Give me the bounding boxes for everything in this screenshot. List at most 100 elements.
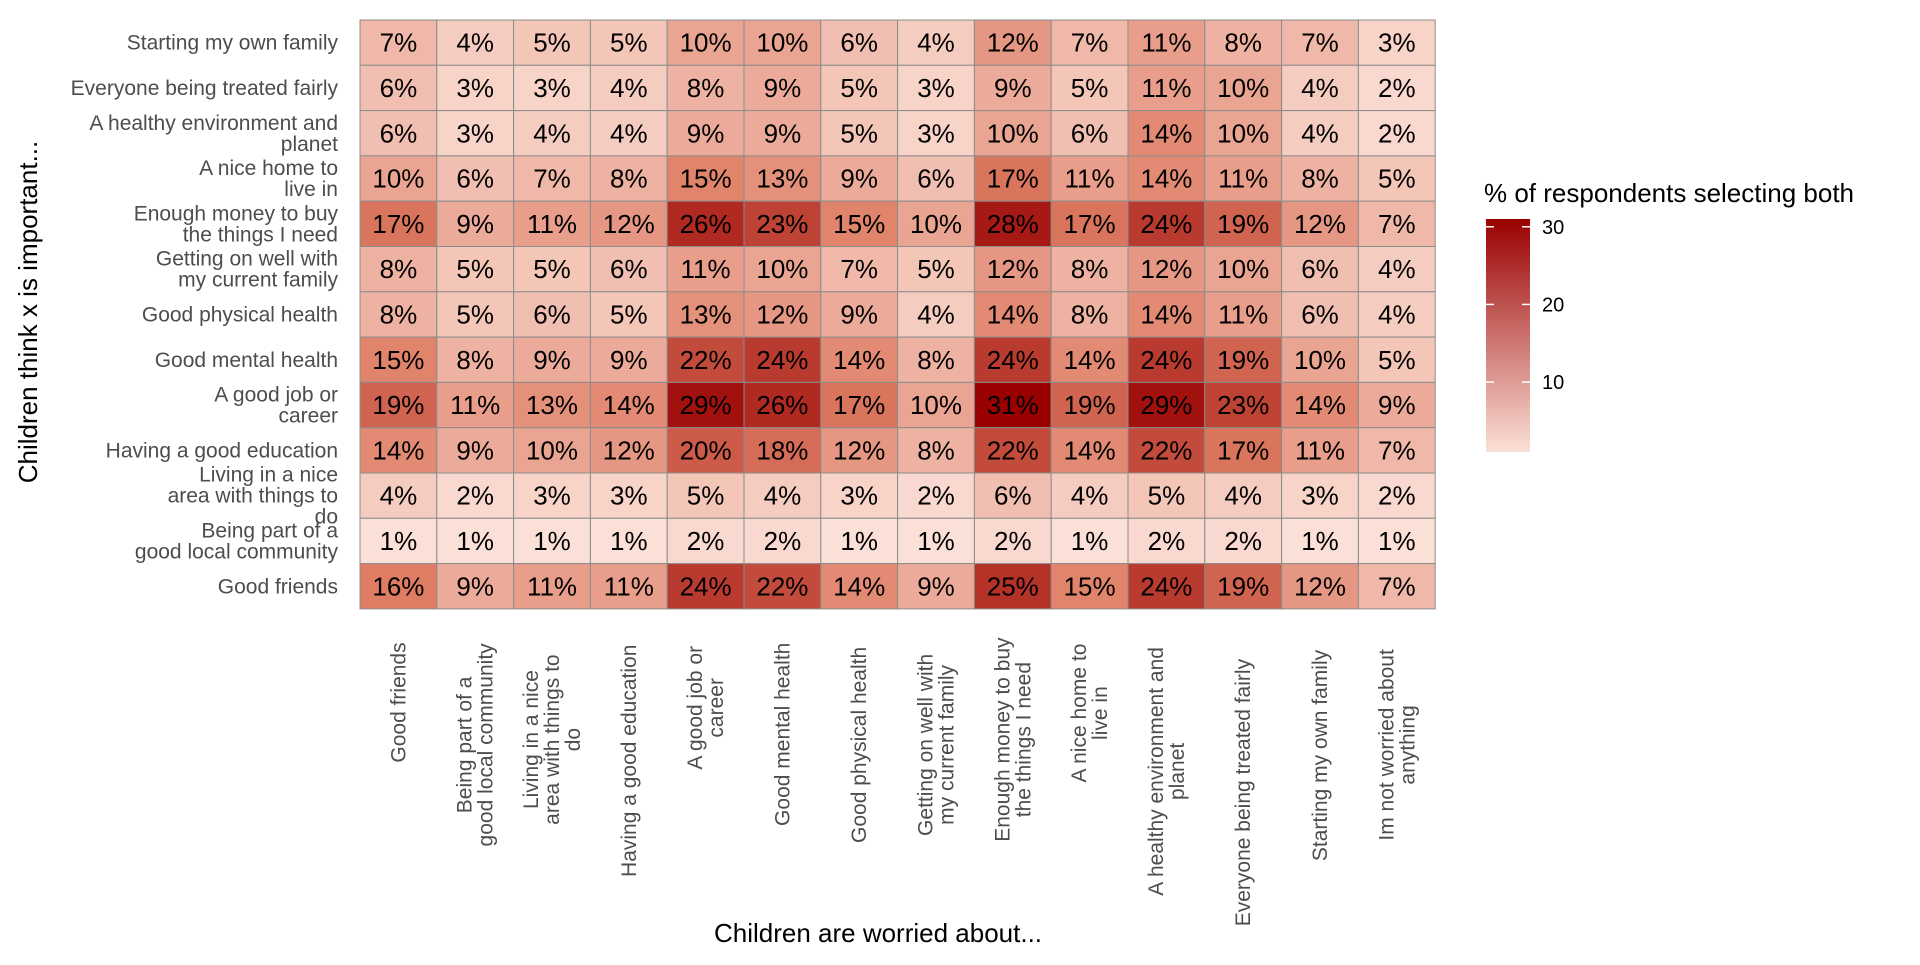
- x-tick-label: Being part of agood local community: [454, 643, 498, 847]
- cell-value-label: 5%: [1148, 481, 1186, 511]
- heatmap-cell: [1050, 517, 1129, 565]
- cell-value-label: 17%: [987, 164, 1039, 194]
- cell-value-label: 6%: [1301, 254, 1339, 284]
- y-axis-title: Children think x is important...: [13, 141, 43, 483]
- cell-value-label: 7%: [1071, 28, 1109, 58]
- cell-value-label: 22%: [756, 571, 808, 601]
- cell-value-label: 8%: [380, 299, 418, 329]
- heatmap-cell: [359, 155, 438, 202]
- cell-value-label: 6%: [380, 118, 418, 148]
- cell-value-label: 2%: [1378, 481, 1416, 511]
- cell-value-label: 14%: [1064, 345, 1116, 375]
- heatmap-cell: [973, 563, 1052, 610]
- cell-value-label: 15%: [680, 164, 732, 194]
- cell-value-label: 3%: [610, 481, 648, 511]
- heatmap-cell: [1127, 200, 1206, 247]
- heatmap-cell: [1281, 517, 1359, 565]
- cell-value-label: 5%: [610, 28, 648, 58]
- heatmap-cell: [513, 381, 591, 429]
- heatmap-cell: [1204, 155, 1283, 202]
- cell-value-label: 9%: [994, 73, 1032, 103]
- heatmap-cell: [1357, 200, 1436, 247]
- cell-value-label: 3%: [533, 481, 571, 511]
- y-tick-label: Everyone being treated fairly: [71, 77, 339, 100]
- y-tick-label: A good job or career: [214, 384, 338, 428]
- heatmap-cell: [1127, 381, 1206, 429]
- cell-value-label: 7%: [1378, 435, 1416, 465]
- cell-value-label: 14%: [603, 390, 655, 420]
- cell-value-label: 11%: [527, 209, 577, 239]
- heatmap-cell: [359, 381, 438, 429]
- heatmap-cell: [973, 246, 1052, 293]
- heatmap-cell: [359, 291, 438, 338]
- heatmap-cell: [1357, 563, 1436, 610]
- cell-value-label: 9%: [456, 571, 494, 601]
- cell-value-label: 7%: [380, 28, 418, 58]
- heatmap-cell: [589, 291, 668, 338]
- cell-value-label: 11%: [1065, 164, 1115, 194]
- cell-value-label: 5%: [1071, 73, 1109, 103]
- heatmap-cell: [1050, 200, 1129, 247]
- cell-value-label: 9%: [456, 435, 494, 465]
- cell-value-label: 4%: [610, 118, 648, 148]
- heatmap-cell: [973, 64, 1052, 112]
- heatmap-cell: [1357, 246, 1436, 293]
- cell-value-label: 5%: [1378, 345, 1416, 375]
- x-tick-label: Good mental health: [771, 643, 794, 826]
- cell-value-label: 12%: [603, 209, 655, 239]
- cell-value-label: 9%: [610, 345, 648, 375]
- heatmap-cell: [1357, 155, 1436, 202]
- cell-value-label: 9%: [533, 345, 571, 375]
- cell-value-label: 7%: [1378, 571, 1416, 601]
- cell-value-label: 19%: [1217, 209, 1269, 239]
- y-tick-label: Getting on well with my current family: [156, 248, 339, 292]
- x-tick-label: Living in a nicearea with things todo: [520, 654, 585, 824]
- cell-value-label: 10%: [910, 390, 962, 420]
- cell-value-label: 4%: [1301, 73, 1339, 103]
- cell-value-label: 26%: [756, 390, 808, 420]
- heatmap-cell: [513, 472, 591, 519]
- cell-value-label: 24%: [680, 571, 732, 601]
- cell-value-label: 8%: [456, 345, 494, 375]
- heatmap-cell: [820, 291, 899, 338]
- cell-value-label: 8%: [1071, 299, 1109, 329]
- heatmap-cell: [820, 381, 899, 429]
- x-tick-label: Starting my own family: [1309, 649, 1332, 861]
- cell-value-label: 4%: [1224, 481, 1262, 511]
- heatmap-cell: [897, 64, 975, 112]
- cell-value-label: 16%: [372, 571, 424, 601]
- heatmap-cell: [589, 246, 668, 293]
- cell-value-label: 1%: [840, 526, 878, 556]
- x-tick-label: Getting on well withmy current family: [915, 654, 959, 836]
- heatmap-cell: [1357, 19, 1436, 66]
- heatmap-cell: [743, 19, 822, 66]
- heatmap-cell: [666, 472, 745, 519]
- heatmap-cell: [436, 517, 515, 565]
- heatmap-cell: [436, 336, 515, 383]
- cell-value-label: 12%: [833, 435, 885, 465]
- heatmap-cell: [1127, 291, 1206, 338]
- cell-value-label: 5%: [610, 299, 648, 329]
- heatmap-cell: [513, 291, 591, 338]
- heatmap-cell-labels: 7% 4% 5% 5% 10% 10% 6% 4% 12% 7% 11% 8% 7% 3% 6% 3% 3% 4%…: [372, 28, 1415, 602]
- cell-value-label: 14%: [1294, 390, 1346, 420]
- cell-value-label: 11%: [681, 254, 731, 284]
- heatmap-cell: [359, 517, 438, 565]
- cell-value-label: 6%: [380, 73, 418, 103]
- cell-value-label: 4%: [456, 28, 494, 58]
- heatmap-cell: [820, 472, 899, 519]
- legend-ticks: 10 20 30: [1486, 217, 1564, 394]
- cell-value-label: 25%: [987, 571, 1039, 601]
- cell-value-label: 9%: [764, 118, 802, 148]
- cell-value-label: 2%: [764, 526, 802, 556]
- heatmap-cell: [589, 336, 668, 383]
- cell-value-label: 6%: [610, 254, 648, 284]
- heatmap-cell: [1127, 472, 1206, 519]
- y-tick-label: A healthy environment and planet: [89, 112, 338, 156]
- cell-value-label: 7%: [1301, 28, 1339, 58]
- cell-value-label: 12%: [1294, 571, 1346, 601]
- cell-value-label: 8%: [1224, 28, 1262, 58]
- heatmap-cell: [359, 427, 438, 474]
- cell-value-label: 4%: [380, 481, 418, 511]
